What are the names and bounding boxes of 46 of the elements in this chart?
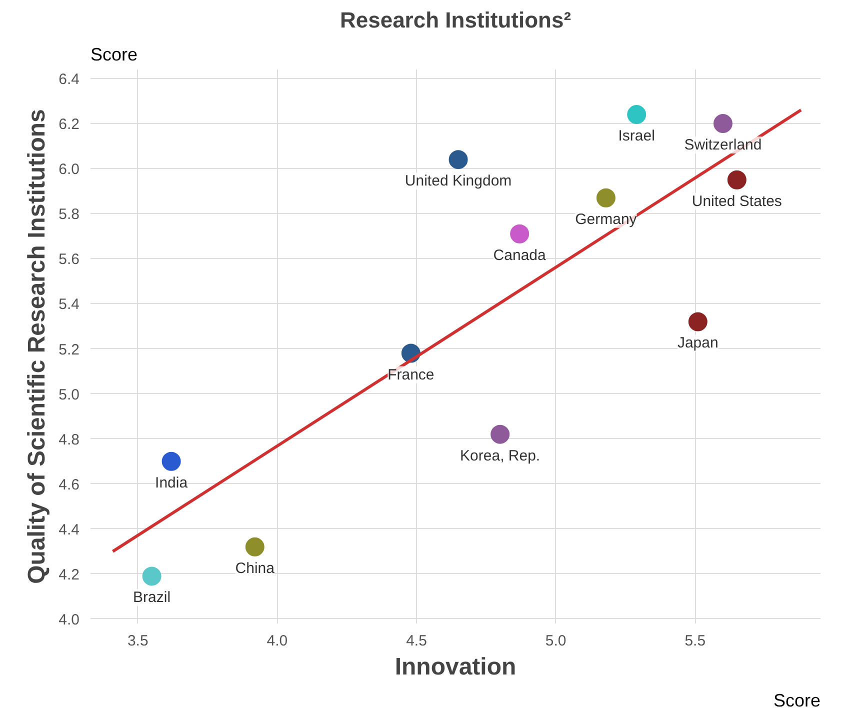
x-tick-label: 5.5 bbox=[684, 632, 706, 650]
y-tick-label: 4.8 bbox=[58, 431, 80, 448]
y-tick-label: 5.2 bbox=[58, 341, 80, 358]
series-label: Germany bbox=[575, 210, 638, 228]
point bbox=[245, 537, 264, 556]
y-axis-title: Quality of Scientific Research Institutions bbox=[24, 109, 51, 584]
series-label: Canada bbox=[493, 246, 547, 264]
text: Score bbox=[773, 690, 821, 710]
series-label: Japan bbox=[677, 334, 718, 352]
series-label: Switzerland bbox=[684, 136, 762, 154]
chart-title: Research Institutions² bbox=[340, 8, 572, 32]
point bbox=[596, 188, 616, 208]
point bbox=[727, 170, 746, 190]
x-tick-label: 4.0 bbox=[266, 632, 288, 650]
y-tick-label: 5.4 bbox=[58, 296, 80, 314]
y-tick-label: 4.0 bbox=[58, 611, 80, 628]
series-label: United Kingdom bbox=[404, 172, 512, 190]
y-tick-label: 6.0 bbox=[58, 161, 80, 178]
point bbox=[688, 312, 708, 332]
x-tick-label: 3.5 bbox=[127, 632, 148, 650]
point bbox=[627, 105, 646, 124]
point bbox=[142, 566, 162, 586]
series-label: France bbox=[388, 366, 434, 384]
y-tick-label: 6.4 bbox=[58, 71, 80, 88]
y-tick-label: 5.6 bbox=[58, 251, 80, 268]
x-tick-label: 5.0 bbox=[545, 632, 566, 650]
point bbox=[713, 114, 732, 134]
point bbox=[510, 224, 530, 244]
series-label: Korea, Rep. bbox=[460, 447, 540, 464]
y-tick-label: 4.6 bbox=[58, 476, 80, 494]
y-tick-label: 4.2 bbox=[58, 566, 80, 584]
text: Score bbox=[90, 44, 138, 64]
x-tick-label: 4.5 bbox=[406, 632, 427, 650]
series-label: United States bbox=[692, 192, 782, 210]
series-label: China bbox=[235, 560, 276, 577]
series-label: Brazil bbox=[133, 589, 171, 606]
point bbox=[448, 150, 468, 170]
x-axis-title: Innovation bbox=[394, 654, 516, 680]
series-label: Israel bbox=[618, 128, 655, 145]
y-tick-label: 4.4 bbox=[58, 521, 80, 538]
y-tick-label: 5.8 bbox=[58, 206, 80, 224]
point bbox=[490, 424, 510, 444]
point bbox=[162, 452, 181, 471]
y-tick-label: 6.2 bbox=[58, 116, 80, 134]
y-tick-label: 5.0 bbox=[58, 386, 80, 404]
series-label: India bbox=[155, 474, 188, 492]
